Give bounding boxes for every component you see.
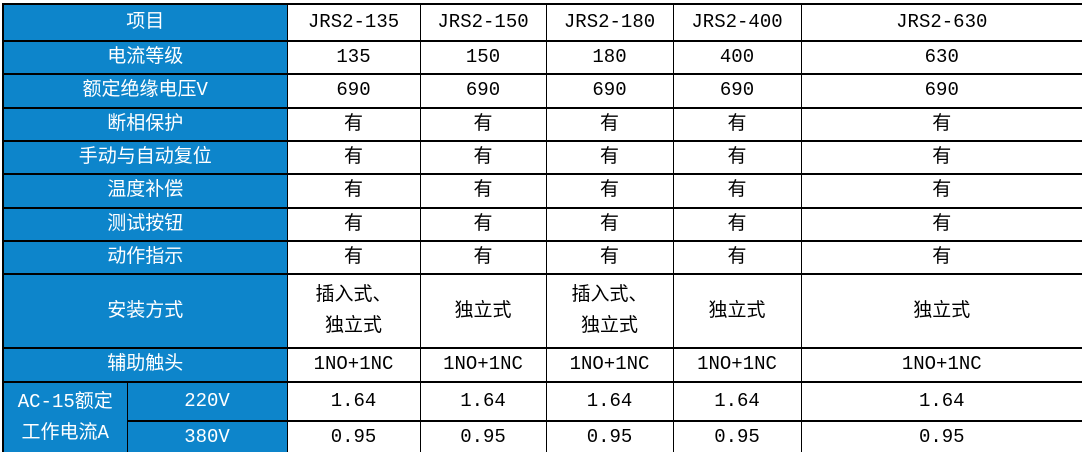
cell-value: 有 [545, 240, 674, 276]
cell-value: 独立式 [800, 273, 1082, 350]
cell-value: 690 [545, 73, 674, 109]
spec-table: 项目 JRS2-135 JRS2-150 JRS2-180 JRS2-400 JRS2-6… [2, 3, 1082, 452]
cell-value: 有 [800, 206, 1082, 243]
cell-value: 有 [286, 106, 421, 143]
cell-value: 有 [800, 173, 1082, 209]
cell-value: 690 [286, 73, 421, 109]
cell-value: 插入式、 独立式 [545, 273, 674, 350]
cell-value: 690 [800, 73, 1082, 109]
row-label: 项目 [2, 3, 288, 42]
cell-value: 690 [672, 73, 802, 109]
cell-value: 1.64 [545, 380, 674, 422]
cell-value: 有 [286, 173, 421, 209]
cell-value: 0.95 [286, 419, 421, 452]
header-row: 项目 JRS2-135 JRS2-150 JRS2-180 JRS2-400 JRS2-6… [2, 3, 1082, 42]
cell-value: 0.95 [800, 419, 1082, 452]
table-row: 手动与自动复位有有有有有 [2, 140, 1082, 176]
cell-value: 1.64 [286, 380, 421, 422]
cell-value: 1.64 [672, 380, 802, 422]
table-row: 安装方式 插入式、 独立式 独立式 插入式、 独立式 独立式 独立式 [2, 273, 1082, 350]
table-row: 额定绝缘电压V 690 690 690 690 690 [2, 73, 1082, 109]
cell-value: 有 [419, 173, 547, 209]
cell-value: 1.64 [419, 380, 547, 422]
model-header: JRS2-150 [419, 3, 547, 42]
cell-value: 0.95 [545, 419, 674, 452]
cell-value: 690 [419, 73, 547, 109]
cell-value: 有 [672, 206, 802, 243]
model-header: JRS2-135 [286, 3, 421, 42]
table-row: 断相保护有有有有有 [2, 106, 1082, 143]
cell-value: 插入式、 独立式 [286, 273, 421, 350]
voltage-label: 220V [126, 380, 288, 422]
table-row: AC-15额定 工作电流A 220V 1.64 1.64 1.64 1.64 1.64 [2, 380, 1082, 452]
ac15-group-label: AC-15额定 工作电流A [2, 380, 128, 452]
cell-value: 有 [545, 206, 674, 243]
cell-value: 有 [419, 140, 547, 176]
voltage-label: 380V [126, 419, 288, 452]
row-label: 电流等级 [2, 39, 288, 76]
cell-value: 1.64 [800, 380, 1082, 422]
cell-value: 1NO+1NC [672, 347, 802, 383]
cell-value: 0.95 [419, 419, 547, 452]
cell-value: 有 [800, 106, 1082, 143]
cell-value: 有 [545, 106, 674, 143]
cell-value: 有 [672, 173, 802, 209]
cell-value: 400 [672, 39, 802, 76]
model-header: JRS2-400 [672, 3, 802, 42]
cell-value: 135 [286, 39, 421, 76]
cell-value: 有 [419, 240, 547, 276]
table-row: 温度补偿有有有有有 [2, 173, 1082, 209]
model-header: JRS2-630 [800, 3, 1082, 42]
cell-value: 0.95 [672, 419, 802, 452]
cell-value: 独立式 [672, 273, 802, 350]
table-row: 辅助触头 1NO+1NC 1NO+1NC 1NO+1NC 1NO+1NC 1NO+1NC [2, 347, 1082, 383]
cell-value: 1NO+1NC [419, 347, 547, 383]
cell-value: 1NO+1NC [545, 347, 674, 383]
row-label: 额定绝缘电压V [2, 73, 288, 109]
cell-value: 有 [419, 106, 547, 143]
cell-value: 150 [419, 39, 547, 76]
cell-value: 有 [286, 240, 421, 276]
cell-value: 独立式 [419, 273, 547, 350]
cell-value: 有 [286, 140, 421, 176]
row-label: 测试按钮 [2, 206, 288, 243]
row-label: 辅助触头 [2, 347, 288, 383]
cell-value: 180 [545, 39, 674, 76]
cell-value: 有 [545, 173, 674, 209]
cell-value: 有 [672, 240, 802, 276]
row-label: 动作指示 [2, 240, 288, 276]
table-row: 380V 0.95 0.95 0.95 0.95 0.95 [3, 419, 1082, 452]
cell-value: 有 [419, 206, 547, 243]
cell-value: 有 [286, 206, 421, 243]
row-label: 温度补偿 [2, 173, 288, 209]
product-spec-table-container: 项目 JRS2-135 JRS2-150 JRS2-180 JRS2-400 JRS2-6… [2, 3, 1082, 452]
cell-value: 有 [800, 240, 1082, 276]
cell-value: 有 [800, 140, 1082, 176]
row-label: 安装方式 [2, 273, 288, 350]
cell-value: 有 [545, 140, 674, 176]
cell-value: 1NO+1NC [286, 347, 421, 383]
cell-value: 1NO+1NC [800, 347, 1082, 383]
cell-value: 有 [672, 106, 802, 143]
table-row: 电流等级 135 150 180 400 630 [2, 39, 1082, 76]
model-header: JRS2-180 [545, 3, 674, 42]
table-row: 动作指示有有有有有 [2, 240, 1082, 276]
cell-value: 有 [672, 140, 802, 176]
table-row: 测试按钮有有有有有 [2, 206, 1082, 243]
row-label: 断相保护 [2, 106, 288, 143]
cell-value: 630 [800, 39, 1082, 76]
row-label: 手动与自动复位 [2, 140, 288, 176]
